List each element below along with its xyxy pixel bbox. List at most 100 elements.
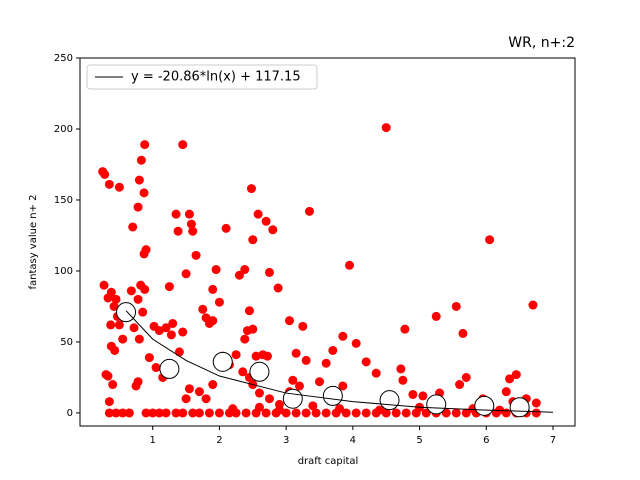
point (531, 398, 541, 408)
y-tick-label: 250 (54, 53, 73, 64)
point (261, 408, 271, 418)
point (361, 357, 371, 367)
y-tick-label: 200 (54, 124, 73, 135)
mean-marker (474, 395, 495, 416)
point (126, 286, 136, 296)
point (201, 313, 211, 323)
point (298, 321, 308, 331)
point (301, 408, 311, 418)
point (264, 394, 274, 404)
point (178, 140, 188, 150)
point (361, 408, 371, 418)
point (321, 408, 331, 418)
point (458, 328, 468, 338)
x-tick-label: 2 (216, 435, 222, 446)
point (173, 226, 183, 236)
point (228, 404, 238, 414)
point (505, 374, 515, 384)
point (238, 367, 248, 377)
point (114, 320, 124, 330)
point (144, 353, 154, 363)
x-tick-label: 6 (483, 435, 489, 446)
point (154, 408, 164, 418)
point (351, 408, 361, 418)
point (181, 269, 191, 279)
point (136, 155, 146, 165)
point (198, 304, 208, 314)
point (140, 140, 150, 150)
point (171, 408, 181, 418)
point (400, 324, 410, 334)
point (244, 306, 254, 316)
point (338, 331, 348, 341)
y-tick-label: 100 (54, 266, 73, 277)
point (134, 334, 144, 344)
mean-marker (322, 385, 343, 406)
point (188, 226, 198, 236)
point (391, 408, 401, 418)
point (178, 327, 188, 337)
point (134, 175, 144, 185)
point (262, 351, 272, 361)
point (253, 209, 263, 219)
chart-title: WR, n+:2 (508, 35, 575, 51)
mean-marker (159, 358, 180, 379)
point (164, 282, 174, 292)
point (248, 235, 258, 245)
point (214, 408, 224, 418)
point (268, 225, 278, 235)
point (273, 283, 283, 293)
point (261, 216, 271, 226)
y-tick-label: 50 (60, 337, 73, 348)
mean-marker (116, 302, 137, 323)
y-tick-label: 0 (67, 408, 73, 419)
point (214, 297, 224, 307)
point (242, 326, 252, 336)
point (241, 408, 251, 418)
point (451, 301, 461, 311)
point (418, 391, 428, 401)
point (291, 408, 301, 418)
point (204, 408, 214, 418)
point (171, 209, 181, 219)
point (311, 408, 321, 418)
point (234, 270, 244, 280)
mean-marker (426, 394, 447, 415)
point (304, 206, 314, 216)
point (451, 408, 461, 418)
point (351, 338, 361, 348)
point (103, 371, 113, 381)
point (328, 345, 338, 355)
point (341, 408, 351, 418)
point (246, 184, 256, 194)
point (461, 408, 471, 418)
point (133, 294, 143, 304)
point (528, 300, 538, 310)
point (161, 408, 171, 418)
point (124, 408, 134, 418)
point (501, 387, 511, 397)
point (371, 368, 381, 378)
point (231, 350, 241, 360)
point (104, 408, 114, 418)
point (291, 348, 301, 358)
y-axis-label: fantasy value n+ 2 (28, 194, 39, 289)
point (381, 123, 391, 133)
point (138, 307, 148, 317)
point (191, 250, 201, 260)
point (531, 408, 541, 418)
x-tick-label: 1 (150, 435, 156, 446)
point (139, 188, 149, 198)
point (109, 301, 119, 311)
point (128, 222, 138, 232)
point (284, 316, 294, 326)
fit-line (125, 310, 554, 413)
point (345, 260, 355, 270)
x-tick-label: 4 (350, 435, 356, 446)
point (106, 320, 116, 330)
point (141, 408, 151, 418)
point (133, 202, 143, 212)
mean-marker (282, 388, 303, 409)
point (194, 387, 204, 397)
